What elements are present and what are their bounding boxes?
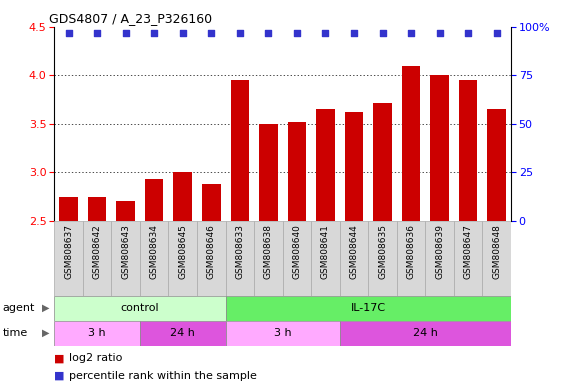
Text: GSM808644: GSM808644 xyxy=(349,224,359,278)
Bar xyxy=(140,221,168,296)
Bar xyxy=(345,112,363,221)
Text: GSM808642: GSM808642 xyxy=(93,224,102,278)
Bar xyxy=(226,321,340,346)
Point xyxy=(464,30,473,36)
Text: GSM808646: GSM808646 xyxy=(207,224,216,279)
Bar xyxy=(140,321,226,346)
Bar xyxy=(425,221,454,296)
Text: GSM808634: GSM808634 xyxy=(150,224,159,279)
Point xyxy=(64,30,73,36)
Point xyxy=(321,30,330,36)
Point xyxy=(178,30,187,36)
Text: 24 h: 24 h xyxy=(413,328,438,338)
Bar xyxy=(482,221,511,296)
Bar xyxy=(373,103,392,221)
Text: 3 h: 3 h xyxy=(89,328,106,338)
Bar xyxy=(54,321,140,346)
Point xyxy=(207,30,216,36)
Text: GSM808641: GSM808641 xyxy=(321,224,330,279)
Text: GSM808645: GSM808645 xyxy=(178,224,187,279)
Bar xyxy=(368,221,397,296)
Bar xyxy=(197,221,226,296)
Point xyxy=(435,30,444,36)
Bar xyxy=(459,80,477,221)
Bar xyxy=(226,221,254,296)
Text: log2 ratio: log2 ratio xyxy=(69,353,122,363)
Bar xyxy=(88,197,106,221)
Text: time: time xyxy=(3,328,28,338)
Bar xyxy=(431,75,449,221)
Text: GSM808633: GSM808633 xyxy=(235,224,244,279)
Text: GSM808640: GSM808640 xyxy=(292,224,301,279)
Text: ■: ■ xyxy=(54,371,65,381)
Point xyxy=(235,30,244,36)
Text: GSM808636: GSM808636 xyxy=(407,224,416,279)
Text: GDS4807 / A_23_P326160: GDS4807 / A_23_P326160 xyxy=(49,12,212,25)
Bar xyxy=(116,201,135,221)
Bar xyxy=(340,321,511,346)
Text: control: control xyxy=(120,303,159,313)
Point xyxy=(492,30,501,36)
Bar xyxy=(202,184,220,221)
Bar xyxy=(59,197,78,221)
Text: GSM808635: GSM808635 xyxy=(378,224,387,279)
Bar xyxy=(340,221,368,296)
Bar xyxy=(488,109,506,221)
Bar xyxy=(397,221,425,296)
Bar xyxy=(311,221,340,296)
Point xyxy=(349,30,359,36)
Text: agent: agent xyxy=(3,303,35,313)
Text: ▶: ▶ xyxy=(42,303,50,313)
Point xyxy=(264,30,273,36)
Point xyxy=(93,30,102,36)
Bar xyxy=(54,221,83,296)
Text: IL-17C: IL-17C xyxy=(351,303,386,313)
Bar xyxy=(111,221,140,296)
Text: 24 h: 24 h xyxy=(170,328,195,338)
Point xyxy=(292,30,301,36)
Text: GSM808639: GSM808639 xyxy=(435,224,444,279)
Text: GSM808647: GSM808647 xyxy=(464,224,473,279)
Bar xyxy=(145,179,163,221)
Point xyxy=(378,30,387,36)
Bar xyxy=(168,221,197,296)
Text: ▶: ▶ xyxy=(42,328,50,338)
Text: GSM808638: GSM808638 xyxy=(264,224,273,279)
Point xyxy=(121,30,130,36)
Bar xyxy=(316,109,335,221)
Text: ■: ■ xyxy=(54,353,65,363)
Text: 3 h: 3 h xyxy=(274,328,291,338)
Text: percentile rank within the sample: percentile rank within the sample xyxy=(69,371,256,381)
Bar xyxy=(226,296,511,321)
Text: GSM808637: GSM808637 xyxy=(64,224,73,279)
Bar xyxy=(174,172,192,221)
Point xyxy=(407,30,416,36)
Bar xyxy=(283,221,311,296)
Text: GSM808648: GSM808648 xyxy=(492,224,501,279)
Bar xyxy=(54,296,226,321)
Text: GSM808643: GSM808643 xyxy=(121,224,130,279)
Bar xyxy=(259,124,278,221)
Bar xyxy=(288,122,306,221)
Bar xyxy=(454,221,482,296)
Bar xyxy=(83,221,111,296)
Bar xyxy=(254,221,283,296)
Bar xyxy=(231,80,249,221)
Point xyxy=(150,30,159,36)
Bar xyxy=(402,66,420,221)
